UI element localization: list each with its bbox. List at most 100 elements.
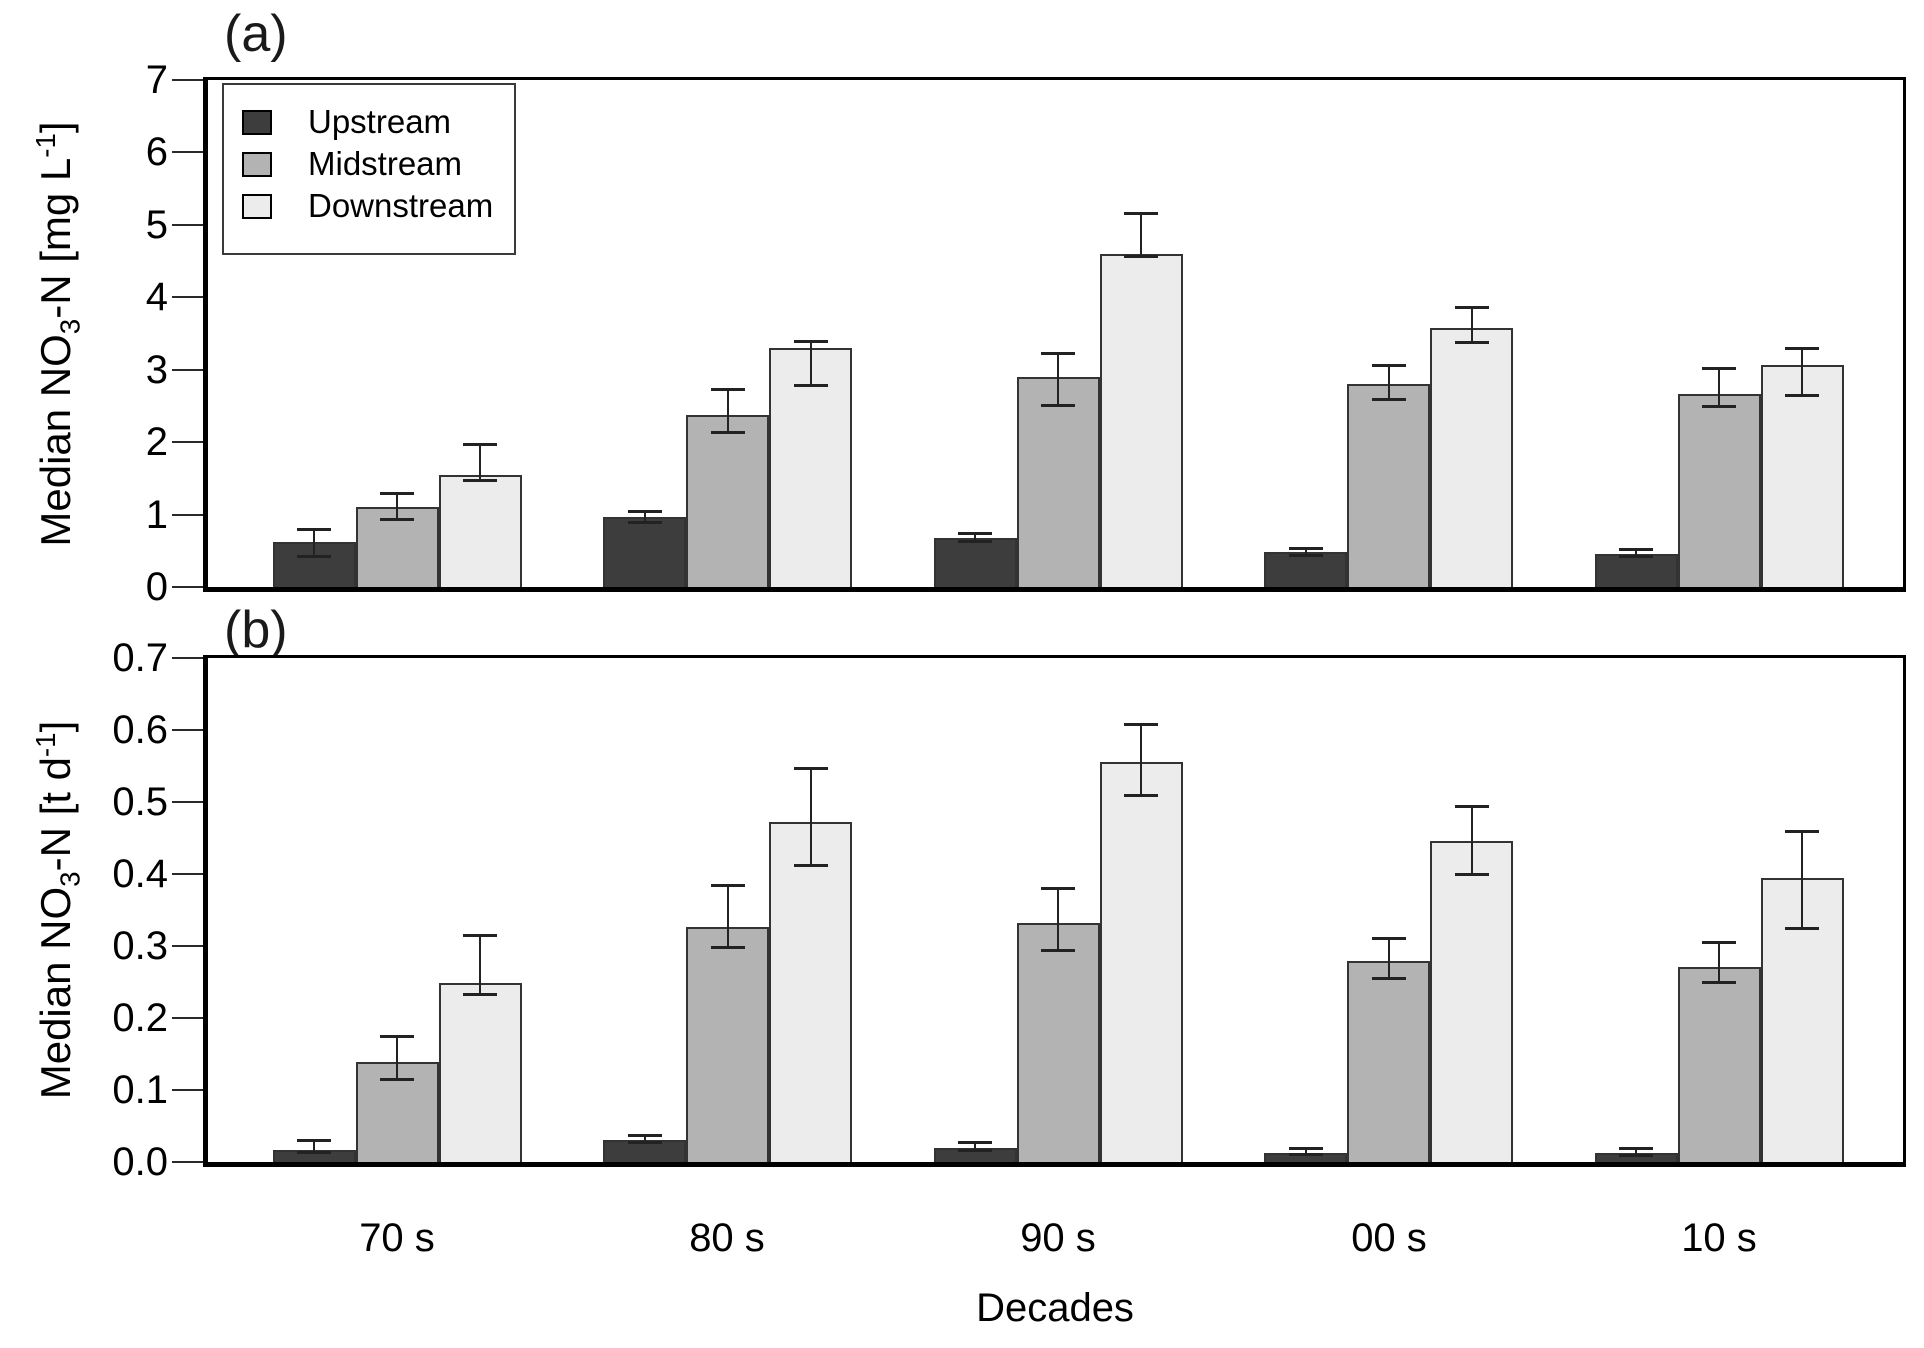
legend-label: Downstream [308,187,494,224]
y-tick-mark [172,79,203,81]
error-bar-whisker [1635,548,1637,557]
y-tick-mark [172,801,203,803]
error-bar-whisker [396,1036,398,1080]
error-bar-upper-cap [297,1138,331,1142]
error-bar-lower-cap [1288,553,1323,557]
bar-downstream-70s [438,982,522,1162]
y-tick-mark [172,1089,203,1091]
y-tick-label: 0.3 [112,924,168,968]
x-axis-title: Decades [976,1286,1134,1330]
midstream-swatch-icon [242,151,272,177]
y-tick-mark [172,368,203,371]
error-bar-lower-cap [380,517,414,521]
error-bar-upper-cap [627,1134,662,1138]
y-tick-label: 4 [145,275,168,320]
error-bar-whisker [809,768,812,867]
bar-upstream-90s [933,537,1017,587]
error-bar-lower-cap [793,383,828,387]
bar-downstream-00s [1430,327,1513,587]
error-bar-lower-cap [463,992,497,996]
error-bar-lower-cap [1785,926,1819,930]
error-bar-lower-cap [710,946,745,950]
bar-upstream-00s [1264,552,1347,587]
subscript: 3 [54,871,86,887]
error-bar-lower-cap [1371,977,1406,981]
legend-label: Upstream [308,103,452,140]
error-bar-whisker [974,1141,976,1152]
y-tick-label: 0.5 [112,780,168,824]
error-bar-upper-cap [958,1140,992,1144]
error-bar-whisker [1140,724,1142,797]
error-bar-lower-cap [958,540,992,544]
y-axis-title-text: Median NO [32,334,79,547]
bar-downstream-80s [769,347,852,587]
error-bar-whisker [1801,347,1803,396]
y-axis-title-text: -N [mg L [32,157,79,319]
error-bar-lower-cap [1702,404,1736,408]
y-axis-title-panel-a: Median NO3-N [mg L-1] [20,54,85,614]
error-bar-whisker [479,935,481,995]
error-bar-upper-cap [1124,212,1158,216]
error-bar-upper-cap [710,388,745,392]
error-bar-lower-cap [1288,1152,1323,1156]
y-tick-mark [172,586,203,588]
error-bar-lower-cap [1702,980,1736,984]
error-bar-whisker [1801,830,1803,929]
error-bar-upper-cap [463,443,497,447]
error-bar-upper-cap [1619,1146,1653,1150]
error-bar-upper-cap [1702,940,1736,944]
y-tick-label: 0.2 [112,996,168,1040]
error-bar-whisker [396,492,398,520]
error-bar-upper-cap [1288,1147,1323,1151]
error-bar-upper-cap [1124,723,1158,727]
downstream-swatch-icon [242,193,272,219]
bar-midstream-00s [1347,961,1430,1162]
y-tick-mark [172,1161,203,1163]
legend-item-downstream: Downstream [242,185,514,227]
y-axis-title-panel-b: Median NO3-N [t d-1] [20,630,85,1190]
error-bar-upper-cap [297,528,331,532]
error-bar-lower-cap [627,1141,662,1145]
error-bar-upper-cap [793,767,828,771]
error-bar-lower-cap [1124,794,1158,798]
error-bar-upper-cap [958,532,992,536]
bar-downstream-90s [1099,253,1183,587]
y-tick-mark [172,1017,203,1019]
error-bar-upper-cap [1454,805,1489,809]
y-tick-mark [172,223,203,226]
y-tick-label: 2 [145,420,168,465]
bar-upstream-10s [1594,553,1678,587]
bar-downstream-80s [769,822,852,1162]
error-bar-upper-cap [793,340,828,344]
error-bar-upper-cap [1371,363,1406,367]
error-bar-lower-cap [1785,393,1819,397]
y-tick-label: 0 [145,565,168,609]
error-bar-upper-cap [463,934,497,938]
x-tick-label-00s: 00 s [1351,1216,1427,1260]
legend-label: Midstream [308,145,463,182]
y-tick-label: 0.7 [112,636,168,680]
x-tick-label-10s: 10 s [1681,1216,1757,1260]
error-bar-upper-cap [1702,367,1736,371]
error-bar-whisker [1304,1148,1307,1155]
error-bar-upper-cap [1288,546,1323,550]
y-axis-title-text: Median NO [32,886,79,1100]
y-tick-label: 7 [145,58,168,102]
x-tick-label-80s: 80 s [689,1216,765,1260]
bar-midstream-70s [355,1061,439,1162]
panel-b-plot-area [172,655,1906,1167]
y-tick-mark [172,151,203,154]
panel-b-label: (b) [224,601,288,659]
error-bar-whisker [1140,213,1142,258]
y-tick-label: 0.0 [112,1140,168,1184]
error-bar-lower-cap [1454,340,1489,344]
error-bar-lower-cap [463,478,497,482]
error-bar-whisker [809,341,812,386]
error-bar-whisker [1057,888,1059,952]
error-bar-upper-cap [1371,937,1406,941]
error-bar-whisker [726,884,729,949]
bar-upstream-80s [603,516,686,587]
legend: Upstream Midstream Downstream [222,83,516,255]
error-bar-whisker [726,389,729,433]
